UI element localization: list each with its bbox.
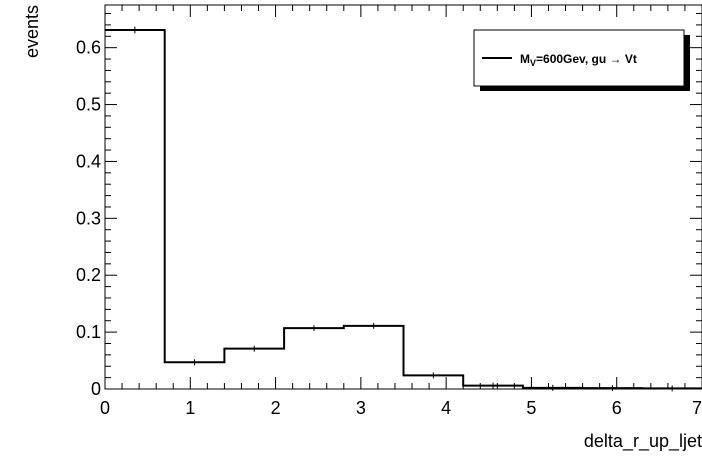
x-tick-label: 3 <box>356 398 366 418</box>
x-tick-label: 0 <box>100 398 110 418</box>
y-tick-label: 0.2 <box>76 265 101 285</box>
y-tick-label: 0.1 <box>76 322 101 342</box>
y-tick-label: 0 <box>91 379 101 399</box>
y-tick-label: 0.5 <box>76 95 101 115</box>
x-tick-label: 2 <box>271 398 281 418</box>
y-tick-label: 0.3 <box>76 208 101 228</box>
histogram-series <box>105 26 702 392</box>
x-tick-label: 5 <box>526 398 536 418</box>
histogram-step-line <box>105 29 702 390</box>
legend: MV=600Gev, gu → Vt <box>473 29 690 91</box>
plot-frame <box>104 4 702 390</box>
plot-border <box>104 4 702 390</box>
x-tick-label: 4 <box>441 398 451 418</box>
x-axis-label: delta_r_up_ljet <box>584 431 702 452</box>
x-tick-label: 6 <box>612 398 622 418</box>
y-tick-label: 0.4 <box>76 151 101 171</box>
x-tick-label: 1 <box>185 398 195 418</box>
y-axis-label: events <box>22 5 42 58</box>
y-axis: 0 0.1 0.2 0.3 0.4 0.5 0.6 <box>76 13 702 399</box>
y-tick-label: 0.6 <box>76 38 101 58</box>
legend-label: MV=600Gev, gu → Vt <box>520 52 637 68</box>
x-axis: 0 1 2 3 4 5 6 7 <box>100 5 702 418</box>
x-tick-label: 7 <box>692 398 702 418</box>
